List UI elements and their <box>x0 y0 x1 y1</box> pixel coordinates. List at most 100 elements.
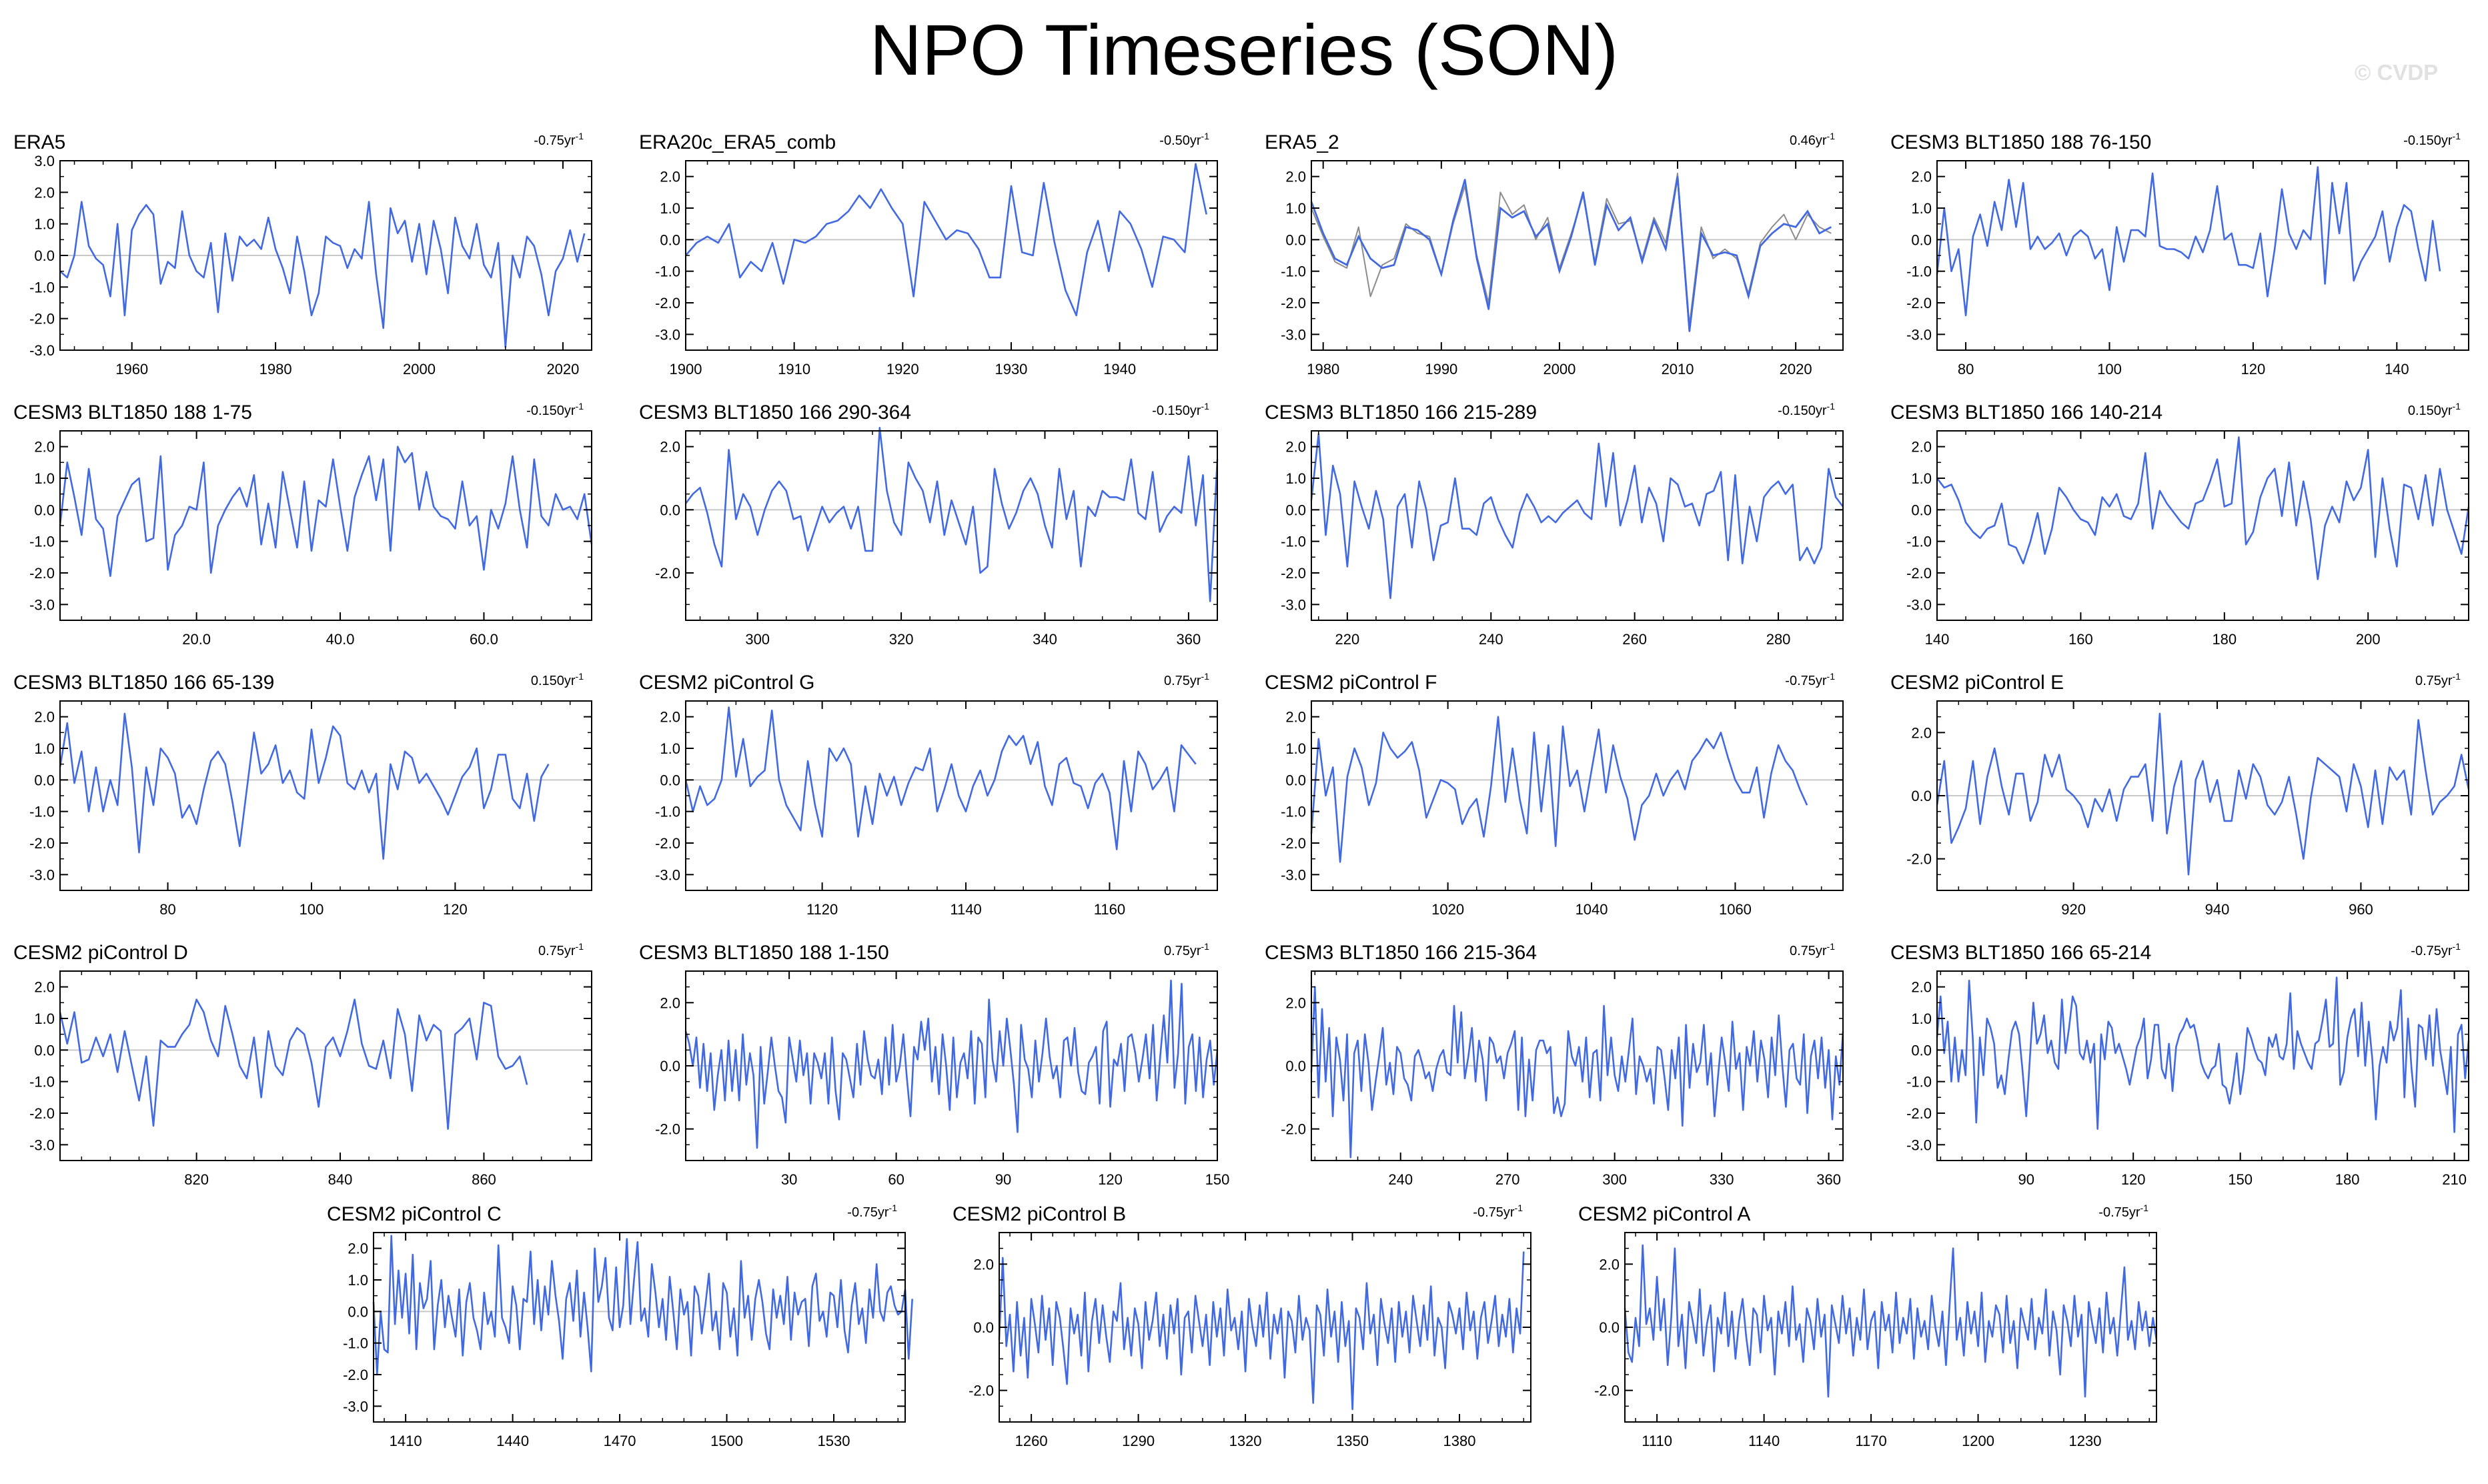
x-tick-label: 1410 <box>390 1433 422 1449</box>
panel-title: CESM3 BLT1850 188 76-150 <box>1890 131 2151 153</box>
x-tick-label: 140 <box>1925 631 1950 648</box>
x-tick-label: 90 <box>995 1171 1011 1188</box>
y-tick-label: -1.0 <box>1906 534 1932 550</box>
x-tick-label: 840 <box>328 1171 353 1188</box>
y-tick-label: 2.0 <box>1599 1256 1620 1273</box>
x-tick-label: 1260 <box>1015 1433 1048 1449</box>
chart-panel: ERA5 -0.75yr-1 -3.0 -2.0 -1.0 0.0 1.0 2.0 3.0 196… <box>13 131 592 378</box>
y-tick-label: 2.0 <box>34 709 55 726</box>
series-line <box>1936 976 2470 1133</box>
panel-title: CESM2 piControl A <box>1578 1203 1750 1225</box>
y-tick-label: -3.0 <box>655 326 680 343</box>
y-tick-label: 2.0 <box>973 1256 994 1273</box>
y-tick-label: -3.0 <box>1281 866 1306 883</box>
chart-panel: CESM3 BLT1850 188 1-150 0.75yr-1 -2.0 0.0 2.… <box>639 941 1229 1188</box>
y-tick-label: -3.0 <box>343 1398 368 1415</box>
trend-label: -0.150yr-1 <box>1152 401 1209 418</box>
x-tick-label: 1350 <box>1336 1433 1369 1449</box>
trend-label: 0.75yr-1 <box>2415 671 2461 688</box>
trend-exponent: -1 <box>576 131 584 141</box>
chart-panel: CESM2 piControl F -0.75yr-1 -3.0 -2.0 -1.0 0.… <box>1265 671 1844 918</box>
y-tick-label: 0.0 <box>34 772 55 788</box>
x-tick-label: 150 <box>1205 1171 1230 1188</box>
trend-label: 0.75yr-1 <box>1790 941 1835 958</box>
x-tick-label: 180 <box>2335 1171 2360 1188</box>
x-tick-label: 1990 <box>1425 361 1457 378</box>
y-tick-label: -3.0 <box>1281 326 1306 343</box>
x-tick-label: 120 <box>2121 1171 2146 1188</box>
y-tick-label: 2.0 <box>1285 709 1306 726</box>
y-tick-label: 2.0 <box>1285 439 1306 456</box>
plot-frame <box>1311 160 1844 351</box>
series-line <box>1936 166 2441 317</box>
x-tick-label: 80 <box>159 901 175 918</box>
trend-label: 0.75yr-1 <box>1164 941 1209 958</box>
trend-label: 0.150yr-1 <box>2408 401 2461 418</box>
y-tick-label: -1.0 <box>655 263 680 280</box>
trend-exponent: -1 <box>576 401 584 412</box>
y-tick-label: 1.0 <box>1285 470 1306 487</box>
y-tick-label: -2.0 <box>1281 835 1306 852</box>
y-tick-label: -2.0 <box>1906 295 1932 311</box>
chart-panel: CESM3 BLT1850 188 76-150 -0.150yr-1 -3.0 -2… <box>1890 131 2469 378</box>
panel-title: CESM3 BLT1850 166 215-289 <box>1265 402 1537 424</box>
trend-exponent: -1 <box>2453 671 2461 682</box>
y-tick-label: -3.0 <box>29 1137 55 1153</box>
y-tick-label: -2.0 <box>655 1121 680 1138</box>
x-tick-label: 1020 <box>1431 901 1464 918</box>
x-tick-label: 1940 <box>1103 361 1136 378</box>
x-tick-label: 220 <box>1335 631 1359 648</box>
y-tick-label: 0.0 <box>34 1042 55 1058</box>
series-line-secondary <box>1311 172 1832 326</box>
plot-frame <box>685 160 1218 351</box>
y-tick-label: 2.0 <box>1911 439 1932 456</box>
x-tick-label: 1900 <box>670 361 702 378</box>
x-tick-label: 1120 <box>806 901 838 918</box>
trend-exponent: -1 <box>1201 131 1210 141</box>
series-line <box>998 1251 1525 1411</box>
chart-panel: CESM2 piControl C -0.75yr-1 -3.0 -2.0 -1.0 0.… <box>327 1203 913 1449</box>
y-tick-label: 0.0 <box>1285 772 1306 788</box>
series-line <box>1310 986 1844 1159</box>
y-tick-label: -3.0 <box>1906 596 1932 613</box>
panel-title: CESM3 BLT1850 166 140-214 <box>1890 402 2162 424</box>
y-tick-label: 2.0 <box>1911 979 1932 996</box>
x-tick-label: 340 <box>1033 631 1057 648</box>
y-tick-label: 0.0 <box>348 1303 368 1320</box>
y-tick-label: 0.0 <box>1911 502 1932 518</box>
series-line <box>1310 176 1832 331</box>
x-tick-label: 120 <box>1098 1171 1123 1188</box>
y-tick-label: 1.0 <box>1911 200 1932 217</box>
panel-title: CESM2 piControl D <box>13 942 188 964</box>
series-line <box>59 998 528 1130</box>
x-tick-label: 60 <box>888 1171 904 1188</box>
trend-exponent: -1 <box>889 1203 898 1213</box>
chart-panel: ERA20c_ERA5_comb -0.50yr-1 -3.0 -2.0 -1.0 0.0… <box>639 131 1218 378</box>
x-tick-label: 260 <box>1622 631 1647 648</box>
y-tick-label: 1.0 <box>660 200 680 217</box>
y-tick-label: -2.0 <box>655 565 680 582</box>
y-tick-label: -3.0 <box>1281 596 1306 613</box>
y-tick-label: 0.0 <box>660 231 680 248</box>
x-tick-label: 1980 <box>1307 361 1339 378</box>
panel-title: CESM2 piControl G <box>639 672 814 694</box>
plot-frame <box>685 430 1218 621</box>
x-tick-label: 200 <box>2356 631 2381 648</box>
y-tick-label: -2.0 <box>1281 295 1306 311</box>
trend-exponent: -1 <box>1827 671 1836 682</box>
panel-title: CESM3 BLT1850 188 1-150 <box>639 942 889 964</box>
y-tick-label: 2.0 <box>660 994 680 1011</box>
x-tick-label: 1200 <box>1962 1433 1994 1449</box>
y-tick-label: -1.0 <box>1906 263 1932 280</box>
y-tick-label: 1.0 <box>1911 1010 1932 1027</box>
trend-exponent: -1 <box>2140 1203 2149 1213</box>
x-tick-label: 1500 <box>710 1433 743 1449</box>
y-tick-label: 0.0 <box>1911 231 1932 248</box>
y-tick-label: 1.0 <box>1911 470 1932 487</box>
trend-exponent: -1 <box>1515 1203 1523 1213</box>
x-tick-label: 40.0 <box>326 631 355 648</box>
y-tick-label: -1.0 <box>1906 1074 1932 1090</box>
trend-exponent: -1 <box>1201 941 1210 952</box>
series-line <box>684 426 1219 602</box>
series-line <box>59 201 586 348</box>
